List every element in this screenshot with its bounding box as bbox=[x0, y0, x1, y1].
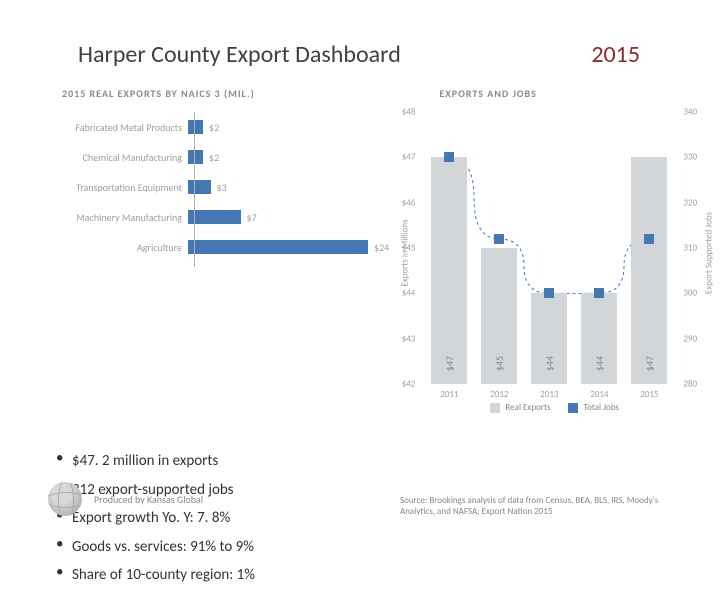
hbar-value: $7 bbox=[241, 211, 257, 224]
year-label: 2015 bbox=[591, 40, 640, 69]
vbar-value: $44 bbox=[543, 356, 556, 371]
legend-item: Real Exports bbox=[490, 402, 550, 413]
header: Harper County Export Dashboard 2015 bbox=[0, 0, 720, 79]
ytick-left: $43 bbox=[402, 333, 416, 344]
ytick-left: $47 bbox=[402, 152, 416, 163]
hbar-area: Fabricated Metal Products$2Chemical Manu… bbox=[60, 112, 389, 267]
vbar: $45 bbox=[481, 248, 517, 384]
hbar-bar bbox=[188, 150, 203, 164]
ytick-right: 290 bbox=[683, 333, 697, 344]
hbar-bar bbox=[188, 120, 203, 134]
source-note: Source: Brookings analysis of data from … bbox=[400, 495, 690, 518]
vbar-value: $45 bbox=[493, 356, 506, 371]
bullet-item: Goods vs. services: 91% to 9% bbox=[72, 533, 720, 562]
x-category-label: 2012 bbox=[481, 389, 517, 400]
ytick-right: 300 bbox=[683, 288, 697, 299]
hbar-label: Chemical Manufacturing bbox=[60, 151, 188, 164]
vbar-value: $47 bbox=[443, 356, 456, 371]
x-category-label: 2015 bbox=[631, 389, 667, 400]
hbar-row: Transportation Equipment $3 bbox=[60, 172, 389, 202]
ytick-right: 340 bbox=[683, 107, 697, 118]
vbar: $47 bbox=[431, 157, 467, 384]
jobs-marker bbox=[594, 288, 604, 298]
globe-icon bbox=[48, 482, 82, 516]
hbar-label: Agriculture bbox=[60, 241, 188, 254]
hbar-bar bbox=[188, 180, 211, 194]
x-category-label: 2011 bbox=[431, 389, 467, 400]
hbar-bar bbox=[188, 240, 368, 254]
ytick-right: 310 bbox=[683, 243, 697, 254]
hbar-label: Transportation Equipment bbox=[60, 181, 188, 194]
vbar-value: $44 bbox=[593, 356, 606, 371]
jobs-marker bbox=[644, 234, 654, 244]
jobs-marker bbox=[494, 234, 504, 244]
ytick-right: 330 bbox=[683, 152, 697, 163]
hbar-value: $3 bbox=[211, 181, 227, 194]
legend-label: Real Exports bbox=[505, 402, 550, 413]
legend-swatch bbox=[568, 403, 578, 413]
ytick-left: $48 bbox=[402, 107, 416, 118]
legend-label: Total Jobs bbox=[583, 402, 618, 413]
legend-item: Total Jobs bbox=[568, 402, 618, 413]
hbar-row: Chemical Manufacturing $2 bbox=[60, 142, 389, 172]
right-chart-title: EXPORTS AND JOBS bbox=[439, 87, 690, 100]
bullet-item: Share of 10-county region: 1% bbox=[72, 561, 720, 590]
exports-by-naics-chart: 2015 REAL EXPORTS BY NAICS 3 (MIL.) Fabr… bbox=[60, 87, 389, 413]
footer-left: Produced by Kansas Global bbox=[48, 482, 203, 516]
x-category-label: 2014 bbox=[581, 389, 617, 400]
ytick-left: $45 bbox=[402, 243, 416, 254]
ytick-right: 320 bbox=[683, 197, 697, 208]
legend-swatch bbox=[490, 403, 500, 413]
jobs-marker bbox=[544, 288, 554, 298]
hbar-row: Machinery Manufacturing $7 bbox=[60, 202, 389, 232]
ytick-right: 280 bbox=[683, 379, 697, 390]
exports-and-jobs-chart: EXPORTS AND JOBS Exports in Millions Exp… bbox=[399, 87, 690, 413]
hbar-value: $2 bbox=[203, 151, 219, 164]
y-right-axis-label: Export Supported Jobs bbox=[704, 212, 715, 294]
jobs-marker bbox=[444, 152, 454, 162]
left-chart-title: 2015 REAL EXPORTS BY NAICS 3 (MIL.) bbox=[62, 87, 389, 100]
vbar: $44 bbox=[531, 293, 567, 384]
ytick-left: $42 bbox=[402, 379, 416, 390]
charts-row: 2015 REAL EXPORTS BY NAICS 3 (MIL.) Fabr… bbox=[0, 79, 720, 413]
legend: Real Exports Total Jobs bbox=[419, 402, 690, 413]
hbar-label: Fabricated Metal Products bbox=[60, 121, 188, 134]
ytick-left: $46 bbox=[402, 197, 416, 208]
bullet-item: $47. 2 million in exports bbox=[72, 447, 720, 476]
hbar-row: Fabricated Metal Products $2 bbox=[60, 112, 389, 142]
hbar-row: Agriculture $24 bbox=[60, 232, 389, 262]
hbar-axis bbox=[194, 112, 195, 267]
plot-area: Exports in Millions Export Supported Job… bbox=[419, 108, 679, 398]
vbar: $47 bbox=[631, 157, 667, 384]
hbar-value: $2 bbox=[203, 121, 219, 134]
page-title: Harper County Export Dashboard bbox=[78, 40, 401, 69]
ytick-left: $44 bbox=[402, 288, 416, 299]
hbar-value: $24 bbox=[368, 241, 389, 254]
producer-label: Produced by Kansas Global bbox=[94, 493, 203, 506]
hbar-bar bbox=[188, 210, 241, 224]
vbar: $44 bbox=[581, 293, 617, 384]
vbar-value: $47 bbox=[643, 356, 656, 371]
hbar-label: Machinery Manufacturing bbox=[60, 211, 188, 224]
x-category-label: 2013 bbox=[531, 389, 567, 400]
